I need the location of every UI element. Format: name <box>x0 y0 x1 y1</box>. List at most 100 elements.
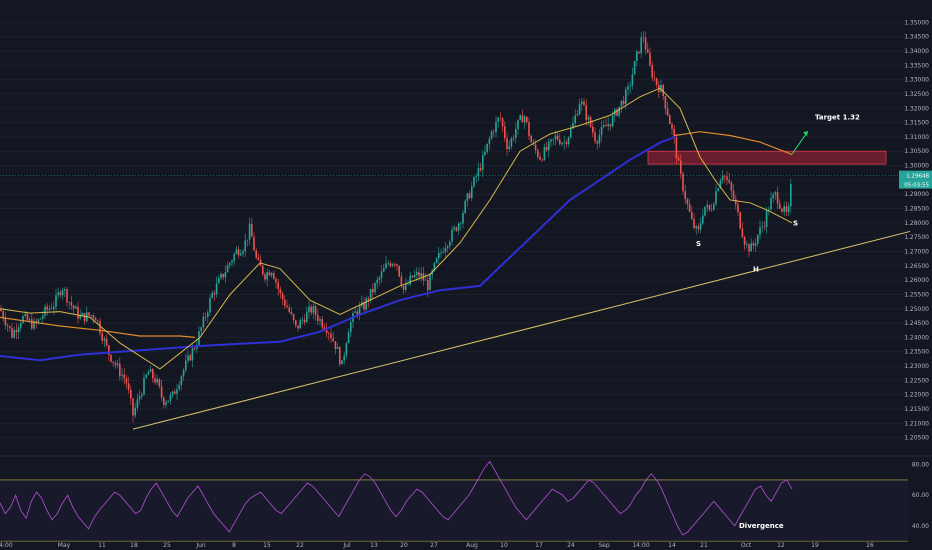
candle-body-up <box>22 316 24 323</box>
candle-body-up <box>387 263 389 264</box>
candle-body-down <box>684 191 686 200</box>
candle-body-down <box>585 105 587 120</box>
candle-body-up <box>413 274 416 278</box>
candle-body-up <box>440 252 442 254</box>
candle-body-down <box>499 117 502 119</box>
candle-body-up <box>442 252 444 253</box>
time-tick-label: 24 <box>567 542 575 549</box>
candle-body-up <box>611 115 614 127</box>
price-tick-label: 1.24500 <box>904 320 929 327</box>
candle-body-up <box>486 143 488 152</box>
candle-body-up <box>81 313 84 316</box>
candle-body-down <box>110 354 112 362</box>
candle-body-down <box>642 37 645 38</box>
price-axis[interactable]: 1.35000 1.34500 1.34000 1.33500 1.33000 1.325… <box>904 19 929 441</box>
candle-body-up <box>347 332 350 344</box>
candle-body-down <box>644 37 647 50</box>
candle-body-up <box>319 319 321 321</box>
candle-body-up <box>750 243 752 252</box>
candle-body-down <box>213 292 216 295</box>
candle-body-down <box>691 211 693 219</box>
candle-body-down <box>314 306 317 315</box>
candle-body-down <box>174 391 176 394</box>
candle-body-up <box>787 206 790 212</box>
candle-body-up <box>548 141 550 151</box>
time-tick-label: 14:00 <box>0 542 13 549</box>
candle-body-up <box>116 363 119 366</box>
candle-body-down <box>123 374 125 379</box>
price-tick-label: 1.31000 <box>904 134 929 141</box>
candle-body-down <box>2 311 4 319</box>
candle-body-down <box>501 118 504 127</box>
candle-body-up <box>631 74 634 86</box>
candle-body-up <box>523 116 526 123</box>
time-tick-label: Jul <box>342 542 351 549</box>
candle-body-down <box>15 330 18 333</box>
candle-body-up <box>20 322 22 328</box>
time-tick-label: 10 <box>500 542 508 549</box>
candle-body-up <box>301 319 304 321</box>
candle-body-up <box>90 315 92 316</box>
price-tick-label: 1.27500 <box>904 234 929 241</box>
candle-body-down <box>158 379 161 387</box>
price-grid <box>0 21 908 439</box>
candle-body-up <box>178 384 180 390</box>
candle-body-down <box>363 302 365 310</box>
candle-body-up <box>266 272 268 280</box>
candle-body-up <box>636 51 638 62</box>
candle-body-down <box>334 341 337 349</box>
candle-body-down <box>237 249 240 256</box>
candle-body-up <box>460 223 462 224</box>
candle-body-up <box>308 306 310 313</box>
candle-body-up <box>497 117 499 122</box>
candle-body-up <box>475 176 477 178</box>
candle-body-up <box>550 139 552 142</box>
price-tick-label: 1.31500 <box>904 120 929 127</box>
candle-body-down <box>455 227 458 231</box>
candle-body-down <box>671 124 673 130</box>
time-tick-label: Sep <box>598 542 610 549</box>
candle-body-down <box>295 320 297 326</box>
candle-body-down <box>664 96 667 109</box>
candle-body-up <box>121 374 123 376</box>
countdown-label: 05:03:55 <box>904 183 929 189</box>
candle-body-up <box>473 177 475 187</box>
candle-body-down <box>330 333 332 339</box>
candle-body-up <box>385 263 387 269</box>
candle-body-down <box>398 265 400 277</box>
divergence-label: Divergence <box>739 522 784 530</box>
price-tick-label: 1.34500 <box>904 34 929 41</box>
time-tick-label: Jun <box>195 542 206 549</box>
candle-body-up <box>380 271 383 278</box>
candle-body-down <box>281 293 284 300</box>
candle-body-up <box>103 338 106 341</box>
candle-body-down <box>565 142 568 144</box>
candle-body-down <box>325 329 328 334</box>
price-tick-label: 1.26500 <box>904 263 929 270</box>
candle-body-up <box>147 371 150 375</box>
candle-body-down <box>101 333 103 341</box>
candle-body-down <box>31 319 33 329</box>
time-axis[interactable]: 14:00 May 11 18 25 Jun 8 15 22 Jul 13 20 27 Aug 10 17 24… <box>0 542 874 549</box>
candle-body-up <box>391 264 394 267</box>
candle-body-down <box>592 126 594 133</box>
candle-body-down <box>506 138 508 150</box>
candle-body-up <box>517 119 519 130</box>
candle-body-up <box>207 312 209 317</box>
candle-body-down <box>332 338 334 342</box>
candle-body-up <box>453 227 455 230</box>
candle-body-down <box>726 176 728 180</box>
candle-body-up <box>706 204 708 207</box>
candle-body-down <box>26 313 29 321</box>
candle-body-up <box>719 180 722 189</box>
current-price-badge <box>899 170 932 180</box>
candle-body-up <box>702 215 704 224</box>
price-tick-label: 1.30500 <box>904 148 929 155</box>
candle-body-down <box>779 203 781 209</box>
candle-body-up <box>438 252 440 259</box>
candle-body-down <box>108 345 110 355</box>
candle-body-down <box>286 305 288 308</box>
candle-body-up <box>409 275 411 285</box>
candle-body-down <box>193 348 196 349</box>
